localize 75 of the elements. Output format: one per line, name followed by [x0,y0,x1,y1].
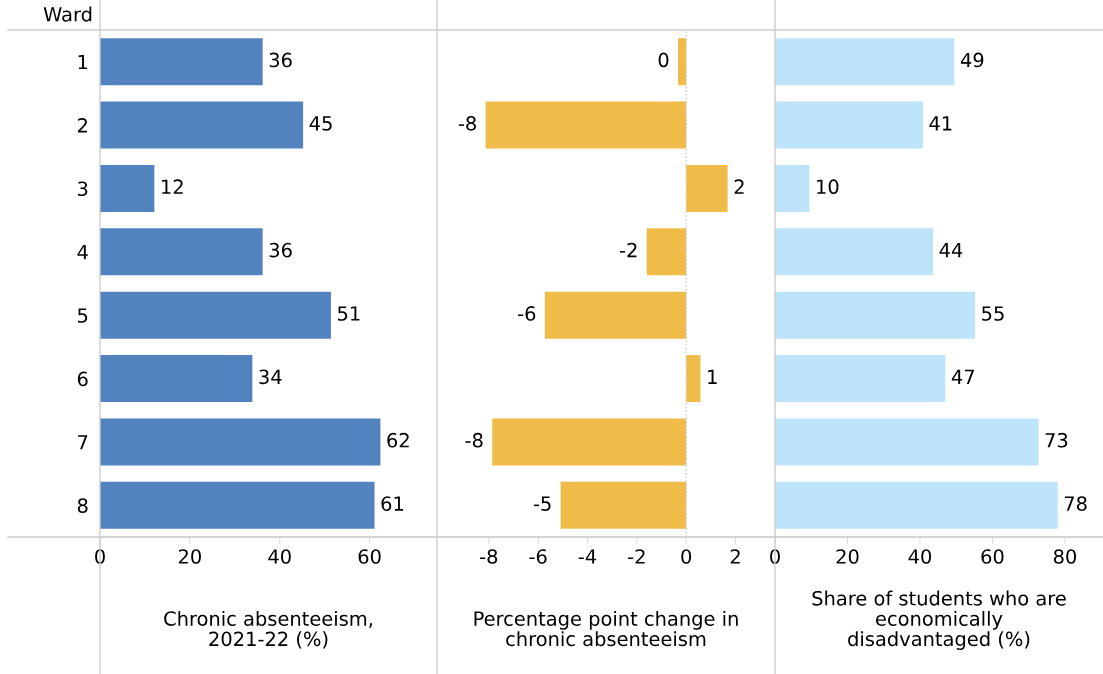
bar [775,481,1058,529]
x-tick-label: 0 [95,549,105,564]
x-axis-title: Chronic absenteeism, 2021-22 (%) [164,610,373,649]
data-label: 61 [381,496,404,511]
bar [485,101,687,149]
x-tick-label: -2 [628,549,645,564]
x-tick-label: 0 [770,549,780,564]
bar [544,291,687,339]
bar [775,355,946,403]
data-label: 12 [162,179,183,194]
data-label: 78 [1064,496,1087,511]
bar [646,228,687,276]
x-tick-label: -4 [578,549,597,564]
x-tick-label: 20 [836,549,859,564]
data-label: 41 [929,116,952,131]
data-label: 73 [1045,432,1068,448]
y-tick-label: 1 [78,54,88,70]
y-tick-label: 2 [77,118,87,133]
y-tick-label: 8 [77,498,88,513]
data-label: 49 [960,52,984,68]
y-tick-label: 5 [78,308,88,323]
bar [100,101,304,149]
bar [686,164,728,212]
bar [100,418,381,466]
x-tick-label: -8 [480,549,498,564]
data-label: -8 [458,116,476,131]
bar [100,291,331,339]
data-label: 45 [309,116,332,131]
data-label: -2 [619,242,637,258]
x-tick-label: -6 [529,549,547,564]
x-tick-label: 0 [681,549,692,564]
bar [100,481,375,529]
data-label: 10 [817,179,839,195]
x-tick-label: 60 [358,549,381,564]
data-label: 34 [259,369,282,385]
y-tick-label: 7 [78,435,88,450]
x-tick-label: 40 [268,549,291,564]
x-tick-label: 80 [1053,549,1077,564]
y-axis-title: Ward [43,6,92,22]
bar [100,164,155,212]
x-axis-title: Percentage point change in chronic absenteeism [474,610,738,647]
bar [775,164,810,212]
bar [775,291,976,339]
data-label: -5 [533,496,551,511]
y-tick-label: 3 [78,181,88,197]
data-label: -8 [465,432,483,448]
data-label: 36 [269,242,292,258]
x-axis-title: Share of students who are economically disadvantaged (%) [812,590,1066,650]
bar [775,228,934,276]
data-label: 1 [708,369,717,384]
data-label: 51 [338,306,360,321]
bar [560,481,687,529]
y-tick-label: 4 [77,245,88,260]
x-tick-label: 20 [178,549,201,564]
data-label: 44 [939,243,963,258]
bar [686,355,701,403]
data-label: 36 [269,52,292,68]
data-label: 2 [734,179,744,194]
bar [678,38,687,86]
bar [775,38,955,86]
data-label: 0 [658,52,669,68]
data-label: 47 [951,369,974,384]
bar [100,228,263,276]
bar [775,418,1039,466]
bar [775,101,923,149]
x-tick-label: 60 [981,549,1004,564]
bar [100,38,263,86]
x-tick-label: 2 [730,549,740,564]
bar [100,355,253,403]
data-label: -6 [518,306,536,321]
x-tick-label: 40 [908,549,932,564]
bar [492,418,687,466]
data-label: 55 [982,306,1004,321]
data-label: 62 [387,432,409,448]
y-tick-label: 6 [77,371,88,387]
